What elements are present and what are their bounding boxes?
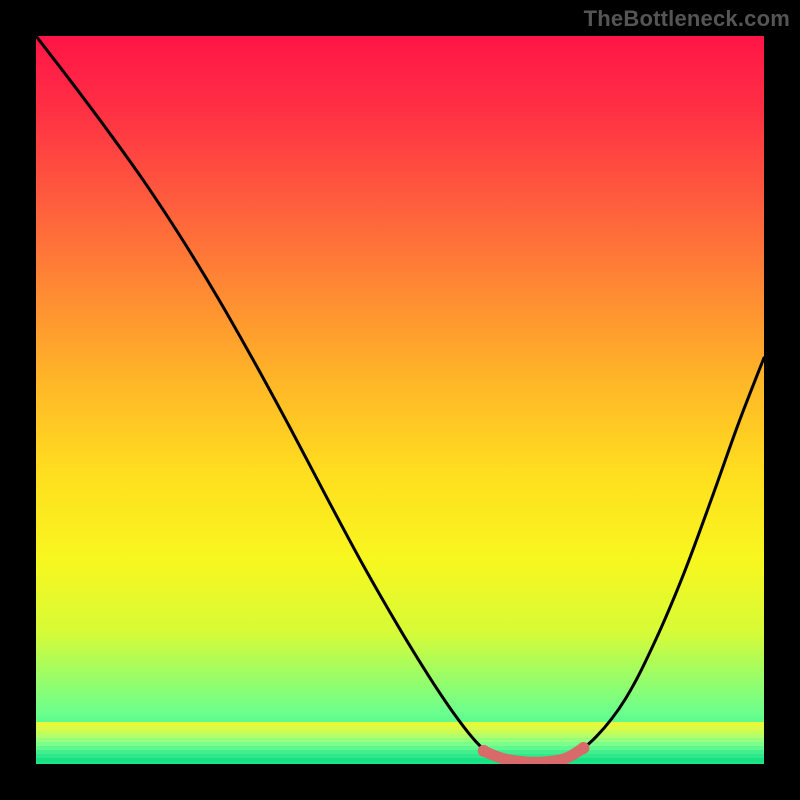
stripe xyxy=(36,750,764,755)
stripe xyxy=(36,754,764,759)
watermark-text: TheBottleneck.com xyxy=(584,6,790,32)
stripe xyxy=(36,758,764,763)
plot-area xyxy=(36,36,764,764)
marker-dot xyxy=(577,742,589,754)
bottom-stripes xyxy=(36,722,764,763)
stripe xyxy=(36,730,764,735)
chart-svg xyxy=(0,0,800,800)
stripe xyxy=(36,746,764,751)
stripe xyxy=(36,734,764,739)
stripe xyxy=(36,742,764,747)
stripe xyxy=(36,738,764,743)
stripe xyxy=(36,722,764,727)
stripe xyxy=(36,726,764,731)
chart-container: TheBottleneck.com xyxy=(0,0,800,800)
gradient-background xyxy=(36,36,764,764)
marker-dot xyxy=(478,745,490,757)
